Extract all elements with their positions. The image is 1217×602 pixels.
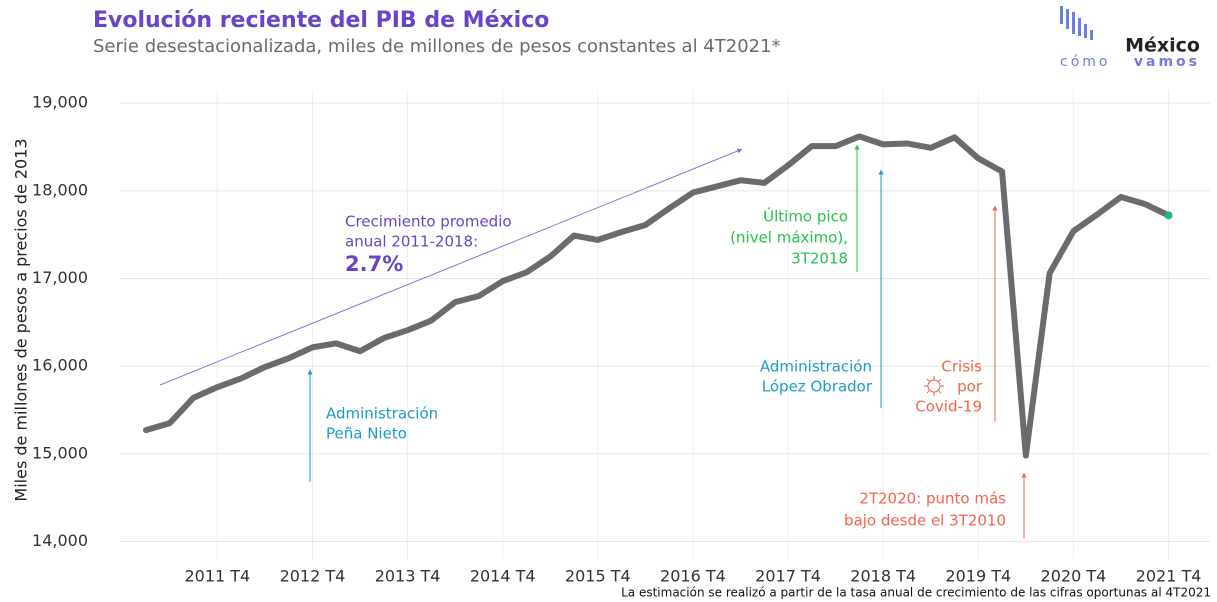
- y-tick-label: 18,000: [32, 180, 88, 199]
- virus-body: [927, 379, 941, 393]
- chart-subtitle: Serie desestacionalizada, miles de millo…: [93, 36, 781, 57]
- annotation: anual 2011-2018:: [345, 233, 478, 251]
- annotation: Peña Nieto: [326, 425, 407, 443]
- annotation: Último pico: [763, 207, 848, 226]
- annotation: Administración: [326, 405, 438, 423]
- y-axis-label: Miles de millones de pesos a precios de …: [12, 138, 31, 501]
- x-tick-label: 2011 T4: [184, 567, 250, 586]
- x-tick-label: 2021 T4: [1136, 567, 1202, 586]
- line: [143, 133, 1172, 459]
- annotation-arrow: [159, 148, 743, 386]
- x-tick-label: 2019 T4: [945, 567, 1011, 586]
- annotation: 2T2020: punto más: [859, 490, 1006, 508]
- virus-spike: [937, 378, 942, 383]
- annotation: 2.7%: [345, 252, 403, 276]
- virus-icon: [924, 376, 944, 396]
- logo: México cómo vamos: [1060, 6, 1200, 70]
- annotation: 3T2018: [791, 250, 848, 268]
- y-tick-label: 14,000: [32, 531, 88, 550]
- annotation: Administración: [760, 358, 872, 376]
- footnote: La estimación se realizó a partir de la …: [621, 586, 1211, 600]
- x-tick-label: 2015 T4: [565, 567, 631, 586]
- logo-name: México: [1125, 35, 1200, 57]
- logo-sub: vamos: [1134, 54, 1200, 70]
- annotation: por: [957, 378, 983, 396]
- annotation: Crisis: [941, 358, 982, 376]
- virus-spike: [926, 378, 931, 383]
- y-tick-label: 17,000: [32, 268, 88, 287]
- x-tick-label: 2012 T4: [280, 567, 346, 586]
- y-tick-label: 15,000: [32, 443, 88, 462]
- chart-title: Evolución reciente del PIB de México: [93, 8, 549, 33]
- virus-spike: [926, 389, 931, 394]
- end-point: [1164, 211, 1173, 220]
- y-tick-label: 19,000: [32, 93, 88, 112]
- x-tick-label: 2013 T4: [375, 567, 441, 586]
- x-tick-label: 2018 T4: [850, 567, 916, 586]
- x-tick-label: 2014 T4: [470, 567, 536, 586]
- y-tick-label: 16,000: [32, 356, 88, 375]
- annotation: (nivel máximo),: [730, 229, 848, 247]
- logo-sub: cómo: [1060, 54, 1110, 70]
- annotation: Covid-19: [915, 398, 982, 416]
- x-tick-label: 2020 T4: [1041, 567, 1107, 586]
- x-tick-label: 2016 T4: [660, 567, 726, 586]
- x-tick-label: 2017 T4: [755, 567, 821, 586]
- annotation: López Obrador: [762, 378, 873, 396]
- annotation: Crecimiento promedio: [345, 213, 512, 231]
- virus-spike: [937, 389, 942, 394]
- annotation: bajo desde el 3T2010: [844, 512, 1006, 530]
